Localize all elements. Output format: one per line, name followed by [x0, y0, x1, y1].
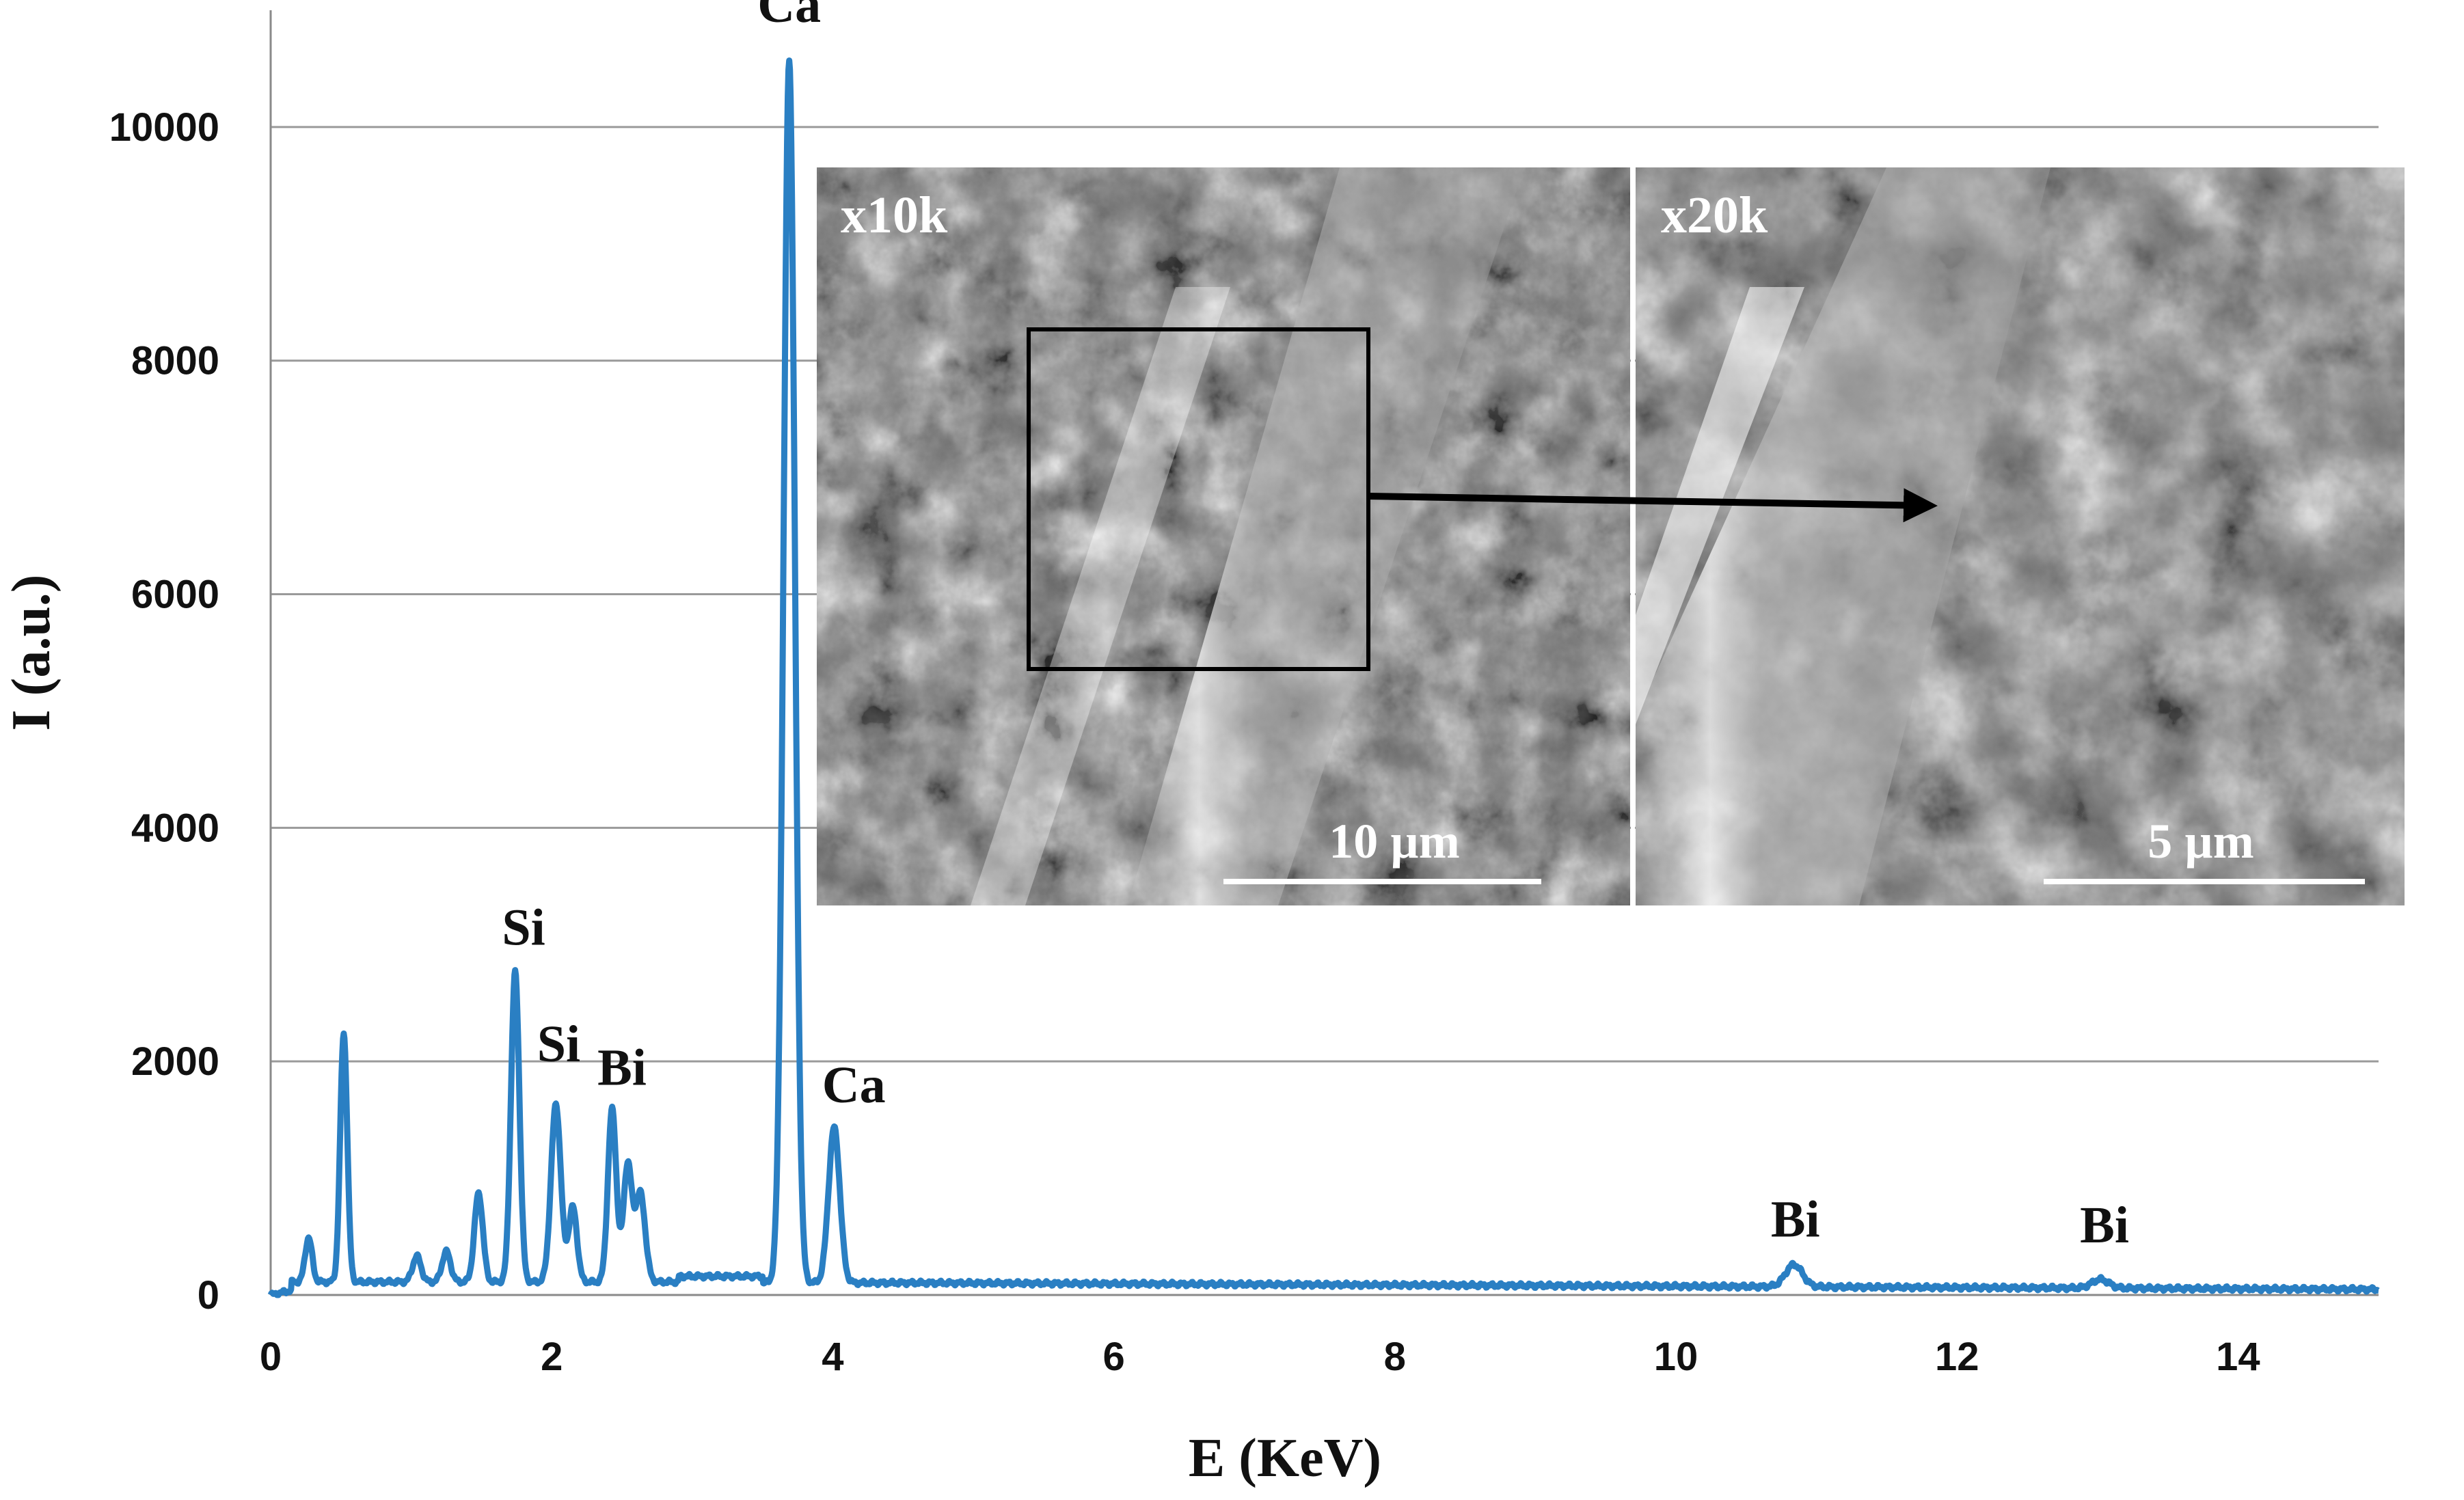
peak-label-si: Si: [502, 899, 545, 956]
sem-inset: x10k 10 µm x20k 5 µm: [817, 167, 2405, 905]
y-axis-ticks: 0 2000 4000 6000 8000 10000: [109, 105, 219, 1318]
peak-label-ca: Ca: [757, 0, 821, 33]
y-tick-label: 0: [198, 1273, 219, 1318]
x-axis-ticks: 0 2 4 6 8 10 12 14: [260, 1335, 2260, 1379]
x10k-label: x10k: [841, 187, 948, 244]
y-tick-label: 10000: [109, 105, 219, 150]
y-tick-label: 8000: [131, 339, 219, 383]
peak-label-si: Si: [537, 1015, 580, 1073]
scale-bar-5um-label: 5 µm: [2148, 814, 2253, 869]
y-axis-title: I (a.u.): [1, 575, 62, 731]
x-tick-label: 8: [1384, 1335, 1406, 1379]
spectrum-series-line: [267, 57, 2381, 1298]
x-tick-label: 10: [1654, 1335, 1698, 1379]
x-tick-label: 14: [2216, 1335, 2260, 1379]
y-tick-label: 2000: [131, 1039, 219, 1084]
x-tick-label: 0: [260, 1335, 282, 1379]
x20k-label: x20k: [1661, 187, 1768, 244]
sem-panel-x10k: x10k 10 µm: [817, 167, 1630, 905]
x-tick-label: 6: [1102, 1335, 1124, 1379]
y-tick-label: 6000: [131, 573, 219, 617]
peak-label-bi: Bi: [2080, 1197, 2129, 1254]
x-tick-label: 12: [1935, 1335, 1979, 1379]
x-tick-label: 2: [541, 1335, 563, 1379]
peak-label-ca: Ca: [822, 1056, 886, 1114]
x-axis-title: E (KeV): [1189, 1428, 1381, 1488]
peak-labels: Ca Si Si Bi Ca Bi Bi: [502, 0, 2129, 1254]
scale-bar-10um-label: 10 µm: [1329, 814, 1459, 869]
x-tick-label: 4: [822, 1335, 843, 1379]
zoom-arrow: [1368, 488, 1938, 523]
peak-label-bi: Bi: [1771, 1191, 1820, 1249]
y-tick-label: 4000: [131, 806, 219, 850]
peak-label-bi: Bi: [597, 1039, 647, 1096]
sem-panel-x20k: x20k 5 µm: [1636, 167, 2405, 905]
